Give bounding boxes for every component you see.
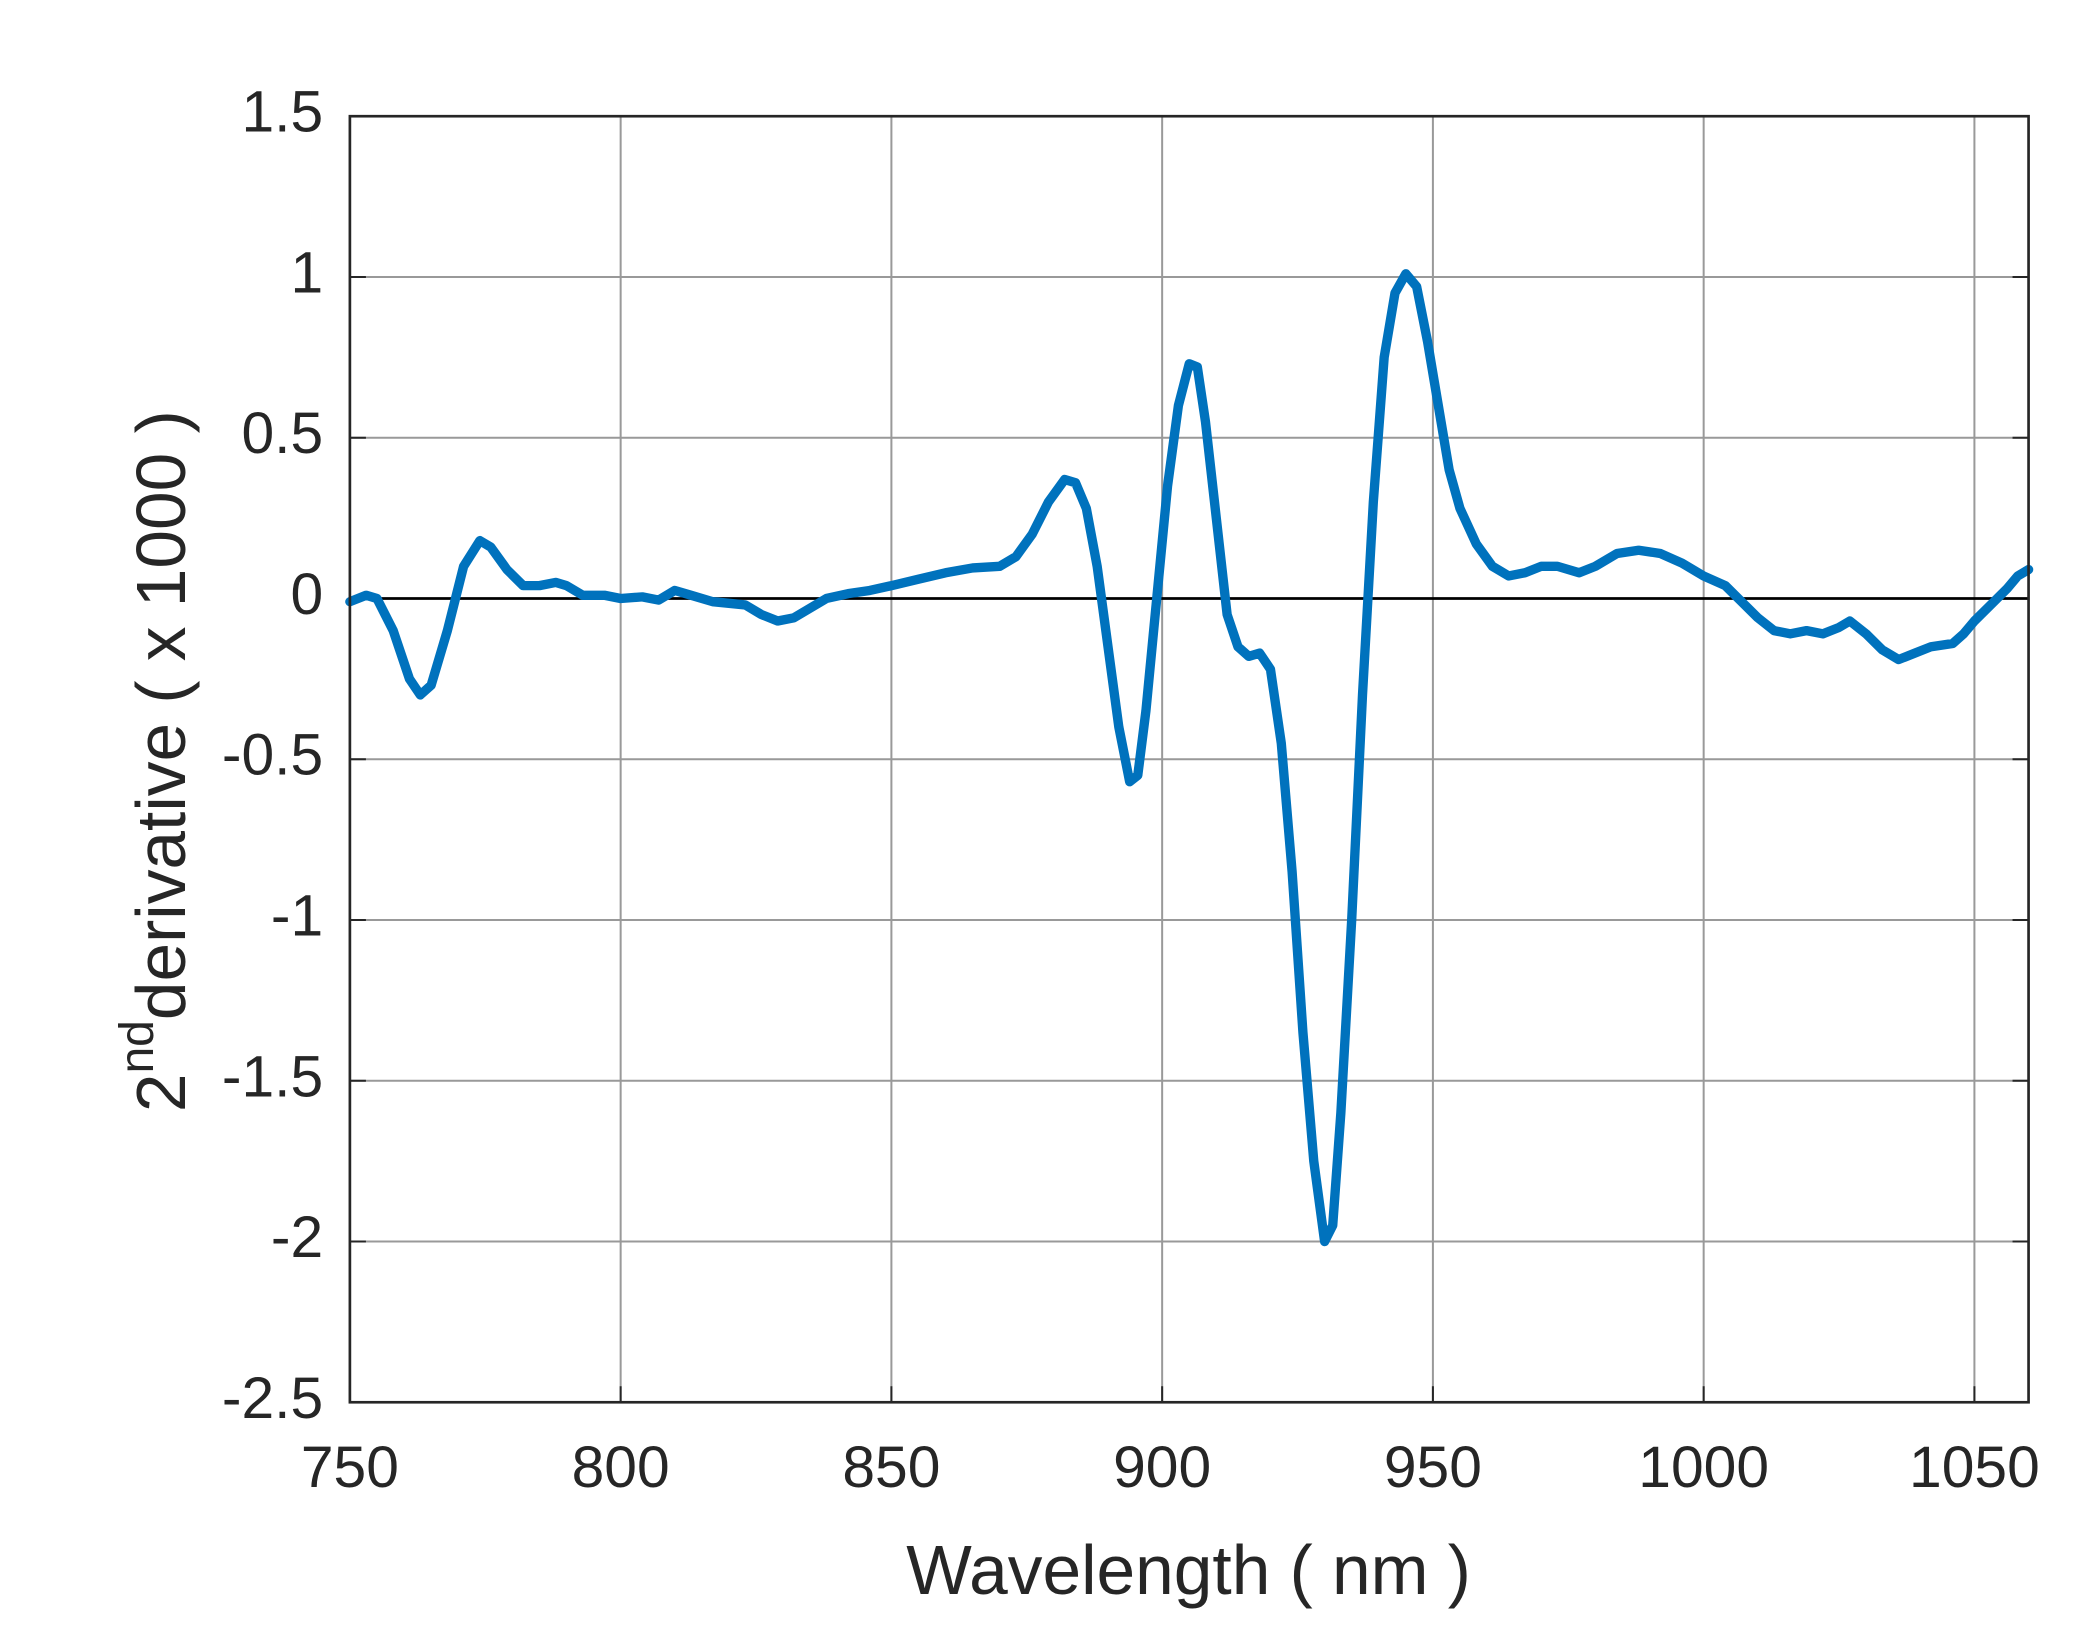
y-tick-label: -1.5 bbox=[222, 1044, 323, 1109]
y-tick-label: -2 bbox=[271, 1205, 323, 1270]
x-tick-label: 800 bbox=[572, 1435, 670, 1500]
y-label-superscript: nd bbox=[110, 1020, 164, 1073]
y-tick-label: -1 bbox=[271, 884, 323, 949]
y-label-base: 2 bbox=[122, 1074, 200, 1113]
x-tick-label: 950 bbox=[1384, 1435, 1482, 1500]
y-tick-label: -2.5 bbox=[222, 1366, 323, 1431]
y-tick-label: -0.5 bbox=[222, 723, 323, 788]
y-tick-label: 1 bbox=[290, 240, 323, 305]
y-axis-label: 2ndderivative ( x 1000 ) bbox=[110, 410, 200, 1112]
data-line bbox=[345, 269, 2034, 1247]
axes-box bbox=[348, 114, 2030, 1404]
x-tick-label: 1050 bbox=[1909, 1435, 2040, 1500]
y-tick-label: 0 bbox=[290, 562, 323, 627]
x-axis-label: Wavelength ( nm ) bbox=[906, 1531, 1471, 1609]
x-tick-label: 850 bbox=[842, 1435, 940, 1500]
y-label-rest: derivative ( x 1000 ) bbox=[122, 410, 200, 1020]
x-tick-label: 750 bbox=[301, 1435, 399, 1500]
x-tick-label: 1000 bbox=[1638, 1435, 1769, 1500]
x-tick-label: 900 bbox=[1113, 1435, 1211, 1500]
y-tick-label: 0.5 bbox=[242, 401, 324, 466]
y-tick-label: 1.5 bbox=[242, 80, 324, 145]
